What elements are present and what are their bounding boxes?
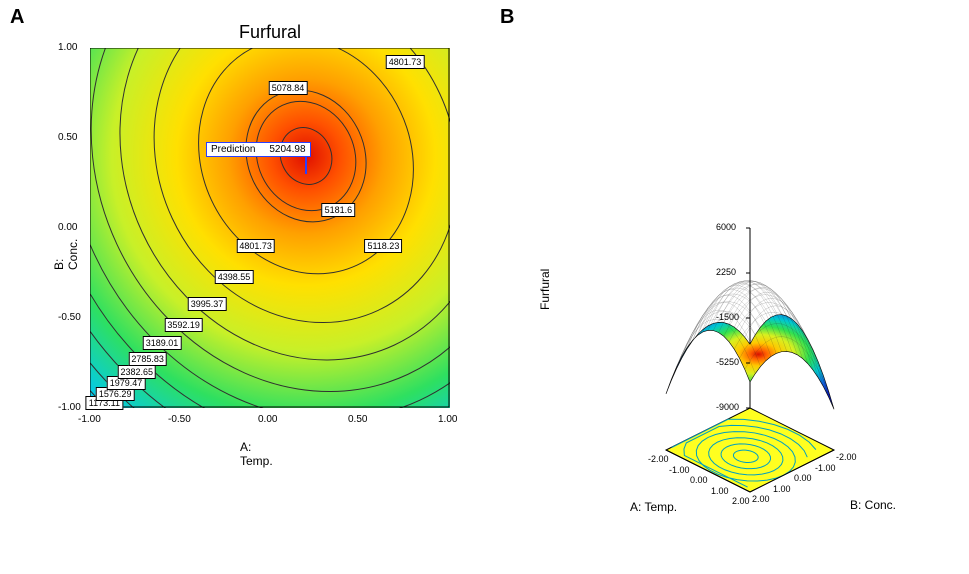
surface-x-axis-label: A: Temp.	[630, 500, 677, 514]
surface-z-tick: -9000	[716, 402, 739, 412]
surface-y-tick: 2.00	[752, 494, 770, 504]
contour-y-tick: 1.00	[58, 42, 77, 53]
contour-y-tick: 0.00	[58, 222, 77, 233]
surface-z-tick: 6000	[716, 222, 736, 232]
figure-page: A B Furfural Prediction 5204.98 B: Conc.…	[0, 0, 969, 574]
prediction-value: 5204.98	[269, 144, 305, 155]
contour-x-tick: -0.50	[168, 414, 191, 425]
surface-x-tick: 1.00	[711, 486, 729, 496]
surface-plot: 6000 2250 -1500 -5250 -9000 Furfural A: Temp…	[520, 40, 960, 540]
contour-x-axis-label: A: Temp.	[240, 440, 273, 468]
contour-x-tick: 0.00	[258, 414, 277, 425]
surface-y-tick: 0.00	[794, 473, 812, 483]
panel-label-b: B	[500, 6, 514, 29]
contour-level-label: 4801.73	[236, 239, 275, 253]
contour-level-label: 5078.84	[269, 81, 308, 95]
surface-y-tick: -1.00	[815, 463, 836, 473]
contour-level-label: 5118.23	[364, 239, 402, 253]
contour-level-label: 3592.19	[164, 318, 203, 332]
prediction-label-text: Prediction	[211, 144, 255, 155]
contour-level-label: 3189.01	[143, 336, 182, 350]
contour-x-tick: -1.00	[78, 414, 101, 425]
surface-z-tick: 2250	[716, 267, 736, 277]
surface-plot-area	[520, 40, 960, 540]
contour-x-tick: 1.00	[438, 414, 457, 425]
contour-level-label: 2382.65	[118, 365, 157, 379]
contour-level-label: 4398.55	[215, 270, 254, 284]
contour-level-label: 3995.37	[188, 297, 227, 311]
contour-y-tick: 0.50	[58, 132, 77, 143]
surface-x-tick: 0.00	[690, 475, 708, 485]
prediction-label: Prediction 5204.98	[206, 142, 311, 157]
contour-y-tick: -1.00	[58, 402, 81, 413]
contour-title: Furfural	[90, 22, 450, 43]
contour-y-tick: -0.50	[58, 312, 81, 323]
contour-level-label: 5181.6	[322, 203, 356, 217]
surface-z-tick: -1500	[716, 312, 739, 322]
panel-label-a: A	[10, 6, 24, 29]
surface-y-tick: -2.00	[836, 452, 857, 462]
surface-y-tick: 1.00	[773, 484, 791, 494]
surface-y-axis-label: B: Conc.	[850, 498, 896, 512]
surface-z-axis-label: Furfural	[538, 269, 552, 310]
surface-x-tick: -1.00	[669, 465, 690, 475]
surface-x-tick: 2.00	[732, 496, 750, 506]
surface-z-tick: -5250	[716, 357, 739, 367]
contour-x-tick: 0.50	[348, 414, 367, 425]
contour-level-label: 2785.83	[128, 352, 167, 366]
surface-x-tick: -2.00	[648, 454, 669, 464]
contour-y-axis-label: B: Conc.	[52, 239, 80, 270]
contour-level-label: 4801.73	[386, 55, 425, 69]
